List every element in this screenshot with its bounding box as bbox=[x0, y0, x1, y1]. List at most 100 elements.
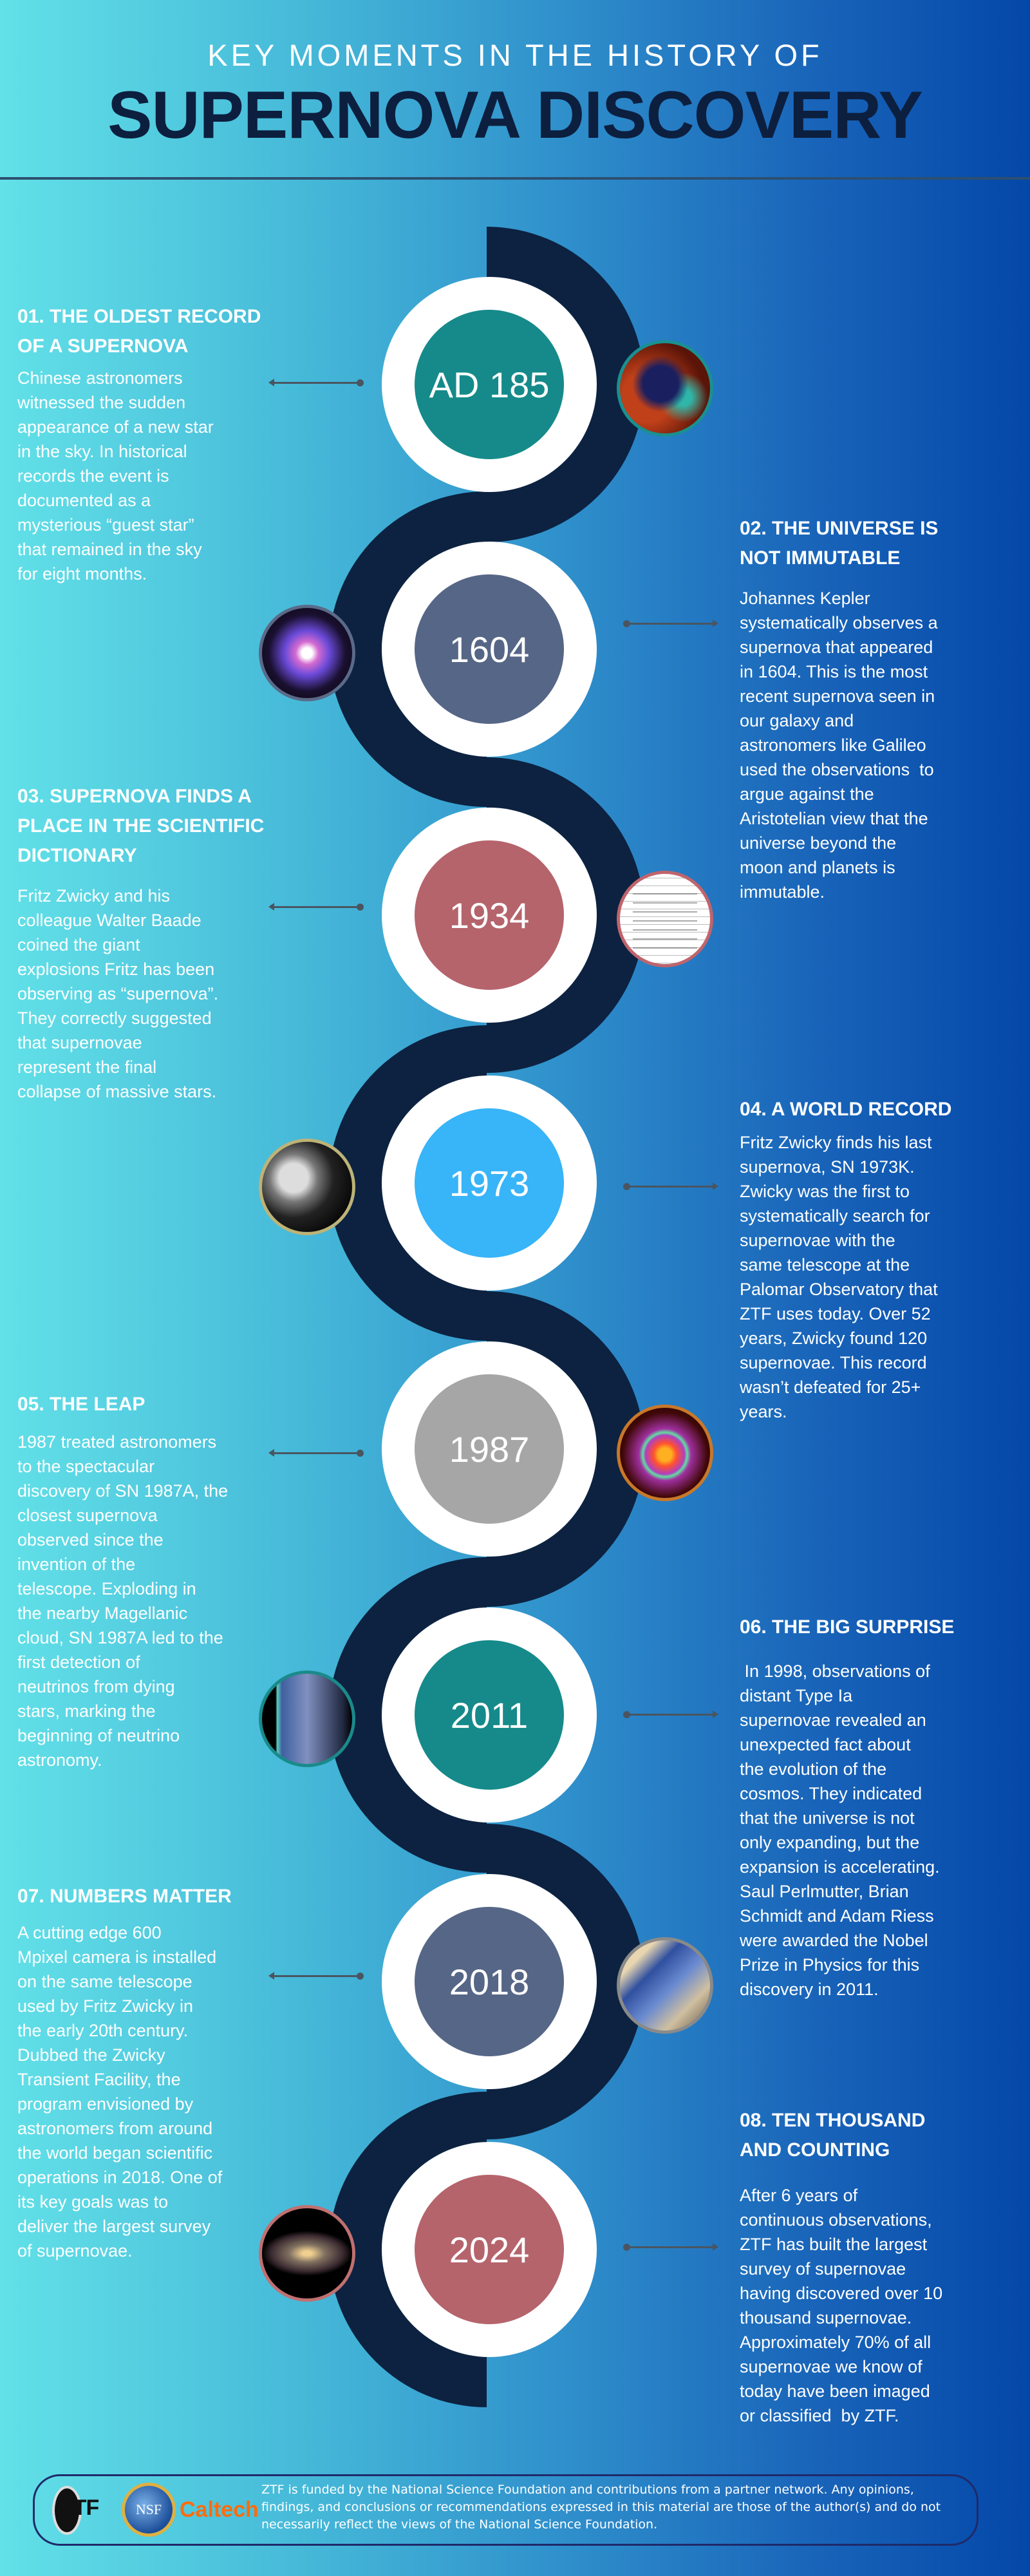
description-line: systematically search for bbox=[740, 1206, 930, 1226]
heading-line: 04. A WORLD RECORD bbox=[740, 1099, 952, 1120]
description-line: cosmos. They indicated bbox=[740, 1784, 922, 1803]
arrowhead-icon bbox=[268, 1972, 274, 1980]
description-line: discovery of SN 1987A, the bbox=[17, 1481, 229, 1501]
description-line: In 1998, observations of bbox=[740, 1662, 930, 1681]
description-line: our galaxy and bbox=[740, 711, 854, 730]
telescope-photo-icon bbox=[259, 1139, 355, 1235]
description-line: deliver the largest survey bbox=[17, 2217, 211, 2236]
description-line: supernovae revealed an bbox=[740, 1710, 926, 1730]
milestone-heading: 05. THE LEAP bbox=[17, 1390, 145, 1419]
description-line: 1987 treated astronomers bbox=[17, 1432, 217, 1452]
heading-line: 08. TEN THOUSAND bbox=[740, 2110, 926, 2131]
year-label: AD 185 bbox=[415, 310, 564, 459]
heading-line: PLACE IN THE SCIENTIFIC bbox=[17, 815, 265, 837]
description-line: in the sky. In historical bbox=[17, 442, 187, 461]
description-line: collapse of massive stars. bbox=[17, 1082, 217, 1101]
description-line: only expanding, but the bbox=[740, 1833, 920, 1852]
description-line: the world began scientific bbox=[17, 2143, 213, 2163]
description-line: unexpected fact about bbox=[740, 1735, 911, 1754]
arrowhead-icon bbox=[268, 1449, 274, 1457]
description-line: supernovae. This record bbox=[740, 1353, 927, 1372]
arrowhead-icon bbox=[713, 620, 718, 627]
scientific-paper-icon bbox=[617, 871, 713, 967]
year-label: 1973 bbox=[415, 1108, 564, 1258]
connector-dot bbox=[357, 379, 364, 386]
description-line: astronomers from around bbox=[17, 2119, 213, 2138]
year-circle: 2024 bbox=[382, 2142, 597, 2357]
year-label: 1934 bbox=[415, 840, 564, 990]
heading-line: 01. THE OLDEST RECORD bbox=[17, 306, 261, 327]
heading-line: 02. THE UNIVERSE IS bbox=[740, 518, 939, 539]
description-line: Chinese astronomers bbox=[17, 368, 183, 388]
description-line: were awarded the Nobel bbox=[740, 1931, 928, 1950]
header-divider bbox=[0, 177, 1030, 180]
description-line: Schmidt and Adam Riess bbox=[740, 1906, 934, 1926]
arrowhead-icon bbox=[713, 1710, 718, 1718]
description-line: argue against the bbox=[740, 784, 874, 804]
description-line: Fritz Zwicky and his bbox=[17, 886, 171, 905]
connector-dot bbox=[623, 1183, 630, 1190]
connector-arrow bbox=[268, 379, 364, 386]
connector-arrow bbox=[268, 903, 364, 911]
connector-arrow bbox=[623, 2243, 718, 2251]
year-label: 2024 bbox=[415, 2175, 564, 2324]
arrowhead-icon bbox=[268, 903, 274, 911]
description-line: on the same telescope bbox=[17, 1972, 192, 1991]
caltech-logo: Caltech bbox=[180, 2497, 259, 2522]
description-line: immutable. bbox=[740, 882, 825, 902]
description-line: colleague Walter Baade bbox=[17, 911, 201, 930]
description-line: Dubbed the Zwicky bbox=[17, 2045, 165, 2065]
connector-arrow bbox=[623, 620, 718, 627]
description-line: continuous observations, bbox=[740, 2210, 932, 2230]
year-label: 1987 bbox=[415, 1374, 564, 1524]
description-line: today have been imaged bbox=[740, 2382, 930, 2401]
year-circle: 2011 bbox=[382, 1607, 597, 1823]
description-line: Saul Perlmutter, Brian bbox=[740, 1882, 909, 1901]
milestone-description: In 1998, observations of distant Type Ia s… bbox=[740, 1659, 940, 2002]
heading-line: 07. NUMBERS MATTER bbox=[17, 1886, 232, 1907]
milestone-heading: 08. TEN THOUSAND AND COUNTING bbox=[740, 2106, 925, 2165]
heading-line: DICTIONARY bbox=[17, 845, 137, 866]
document-line bbox=[633, 911, 697, 913]
description-line: supernovae we know of bbox=[740, 2357, 922, 2376]
connector-dot bbox=[623, 1711, 630, 1718]
description-line: years, Zwicky found 120 bbox=[740, 1329, 928, 1348]
milestone-description: 1987 treated astronomers to the spectacul… bbox=[17, 1430, 228, 1772]
connector-dot bbox=[357, 1450, 364, 1457]
page-title: SUPERNOVA DISCOVERY bbox=[108, 78, 923, 153]
heading-line: OF A SUPERNOVA bbox=[17, 336, 189, 357]
connector-arrow bbox=[623, 1182, 718, 1190]
description-line: in 1604. This is the most bbox=[740, 662, 928, 681]
milestone-heading: 02. THE UNIVERSE IS NOT IMMUTABLE bbox=[740, 514, 938, 573]
description-line: years. bbox=[740, 1402, 787, 1421]
header-kicker: KEY MOMENTS IN THE HISTORY OF bbox=[207, 38, 823, 72]
description-line: the evolution of the bbox=[740, 1759, 887, 1779]
description-line: witnessed the sudden bbox=[17, 393, 186, 412]
year-circle: AD 185 bbox=[382, 277, 597, 492]
description-line: moon and planets is bbox=[740, 858, 895, 877]
description-line: Prize in Physics for this bbox=[740, 1955, 920, 1975]
description-line: They correctly suggested bbox=[17, 1009, 212, 1028]
sn1987a-ring-icon bbox=[617, 1405, 713, 1501]
milestone-description: Chinese astronomers witnessed the sudden a… bbox=[17, 366, 214, 586]
connector-dot bbox=[623, 620, 630, 627]
description-line: neutrinos from dying bbox=[17, 1677, 175, 1696]
year-circle: 1987 bbox=[382, 1341, 597, 1557]
milestone-description: A cutting edge 600 Mpixel camera is insta… bbox=[17, 1920, 222, 2263]
description-line: first detection of bbox=[17, 1653, 140, 1672]
universe-expansion-diagram-icon bbox=[259, 1671, 355, 1767]
heading-line: AND COUNTING bbox=[740, 2139, 890, 2161]
kepler-supernova-icon bbox=[259, 605, 355, 701]
description-line: Fritz Zwicky finds his last bbox=[740, 1133, 932, 1152]
description-line: supernova that appeared bbox=[740, 638, 933, 657]
description-line: astronomers like Galileo bbox=[740, 735, 926, 755]
connector-dot bbox=[623, 2244, 630, 2251]
description-line: invention of the bbox=[17, 1555, 136, 1574]
description-line: for eight months. bbox=[17, 564, 147, 583]
description-line: that supernovae bbox=[17, 1033, 142, 1052]
description-line: closest supernova bbox=[17, 1506, 158, 1525]
description-line: used by Fritz Zwicky in bbox=[17, 1996, 194, 2016]
document-line bbox=[633, 902, 697, 904]
document-line bbox=[633, 947, 697, 949]
description-line: A cutting edge 600 bbox=[17, 1923, 162, 1942]
